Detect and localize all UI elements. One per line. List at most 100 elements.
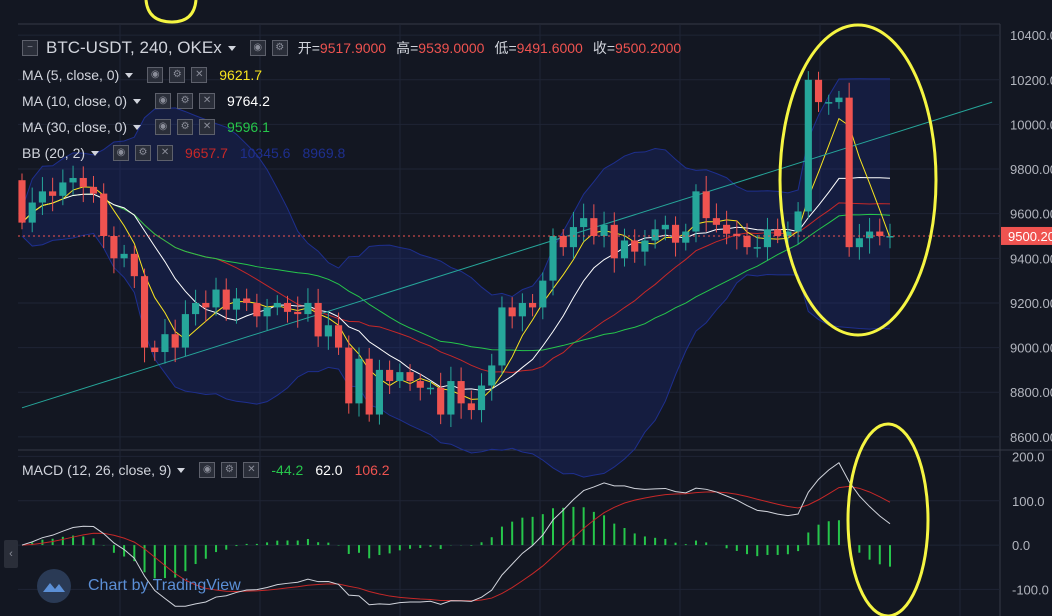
- candle-body: [437, 387, 445, 415]
- price-tick-label: 8600.00: [1010, 430, 1052, 445]
- candle-body: [845, 97, 853, 248]
- candle-body: [243, 298, 251, 303]
- candle-body: [416, 381, 424, 388]
- macd-line: [21, 462, 891, 607]
- bollinger-band-fill: [22, 78, 890, 478]
- candle-body: [28, 202, 36, 223]
- close-icon[interactable]: ✕: [191, 67, 208, 83]
- macd-tick-label: 100.0: [1012, 494, 1045, 509]
- candle-body: [876, 231, 884, 236]
- candle-body: [753, 247, 761, 249]
- scroll-left-icon[interactable]: ‹: [4, 540, 18, 568]
- candle-body: [488, 365, 496, 386]
- ohlc-open-key: 开: [297, 40, 312, 56]
- ma5-line: [21, 117, 891, 400]
- macd-legend[interactable]: MACD (12, 26, close, 9) ◉ ⚙ ✕ -44.2 62.0…: [22, 462, 390, 478]
- eye-icon[interactable]: ◉: [147, 67, 164, 83]
- candle-body: [763, 229, 772, 248]
- candle-body: [559, 236, 567, 248]
- ohlc-close-key: 收: [592, 40, 607, 56]
- price-tick-label: 9800.00: [1010, 162, 1052, 177]
- candle-body: [774, 229, 782, 236]
- collapse-icon[interactable]: −: [22, 40, 38, 56]
- close-icon[interactable]: ✕: [199, 119, 216, 135]
- current-price-label: 9500.20: [1008, 229, 1052, 244]
- chevron-down-icon[interactable]: [91, 150, 100, 156]
- ohlc-high-key: 高: [396, 40, 411, 56]
- candle-body: [855, 238, 863, 248]
- candle-body: [610, 224, 618, 259]
- chevron-down-icon[interactable]: [177, 467, 186, 473]
- candle-body: [171, 334, 179, 348]
- bb-basis-value: 9657.7: [185, 145, 228, 161]
- candle-body: [18, 180, 26, 223]
- gear-icon[interactable]: ⚙: [135, 145, 152, 161]
- candle-body: [569, 227, 578, 248]
- ma10-value: 9764.2: [227, 93, 270, 109]
- candle-body: [365, 358, 373, 415]
- close-icon[interactable]: ✕: [157, 145, 174, 161]
- candle-body: [529, 302, 537, 308]
- eye-icon[interactable]: ◉: [155, 119, 172, 135]
- tradingview-branding[interactable]: Chart by TradingView: [36, 568, 241, 604]
- chevron-down-icon[interactable]: [227, 45, 236, 51]
- macd-hist-value: -44.2: [271, 462, 304, 478]
- eye-icon[interactable]: ◉: [155, 93, 172, 109]
- gear-icon[interactable]: ⚙: [177, 119, 194, 135]
- bb-upper-value: 10345.6: [239, 145, 291, 161]
- price-tick-label: 9000.00: [1010, 341, 1052, 356]
- gear-icon[interactable]: ⚙: [271, 40, 288, 56]
- candle-body: [661, 224, 669, 230]
- candle-body: [733, 233, 741, 236]
- candle-body: [212, 289, 220, 308]
- chevron-down-icon[interactable]: [133, 124, 142, 130]
- candle-body: [539, 280, 547, 308]
- ma5-legend[interactable]: MA (5, close, 0) ◉ ⚙ ✕ 9621.7: [22, 67, 262, 83]
- ma30-legend[interactable]: MA (30, close, 0) ◉ ⚙ ✕ 9596.1: [22, 119, 270, 135]
- candle-body: [477, 385, 486, 411]
- candle-body: [682, 231, 690, 243]
- ma10-legend[interactable]: MA (10, close, 0) ◉ ⚙ ✕ 9764.2: [22, 93, 270, 109]
- candle-body: [835, 97, 843, 103]
- bollinger-lower-line: [21, 232, 891, 478]
- candle-body: [283, 302, 292, 312]
- ma5-label: MA (5, close, 0): [22, 67, 120, 83]
- candle-body: [447, 381, 455, 415]
- close-icon[interactable]: ✕: [243, 462, 260, 478]
- candle-body: [467, 403, 475, 411]
- candle-body: [386, 369, 394, 382]
- ohlc-low-key: 低: [494, 40, 509, 56]
- gear-icon[interactable]: ⚙: [221, 462, 238, 478]
- candle-body: [866, 231, 874, 239]
- eye-icon[interactable]: ◉: [199, 462, 216, 478]
- candle-body: [457, 381, 465, 404]
- bb-label: BB (20, 2): [22, 145, 86, 161]
- bb-lower-value: 8969.8: [302, 145, 346, 161]
- ohlc-low-value: 9491.6000: [516, 40, 583, 56]
- candle-body: [784, 231, 792, 236]
- candle-body: [140, 276, 149, 348]
- gear-icon[interactable]: ⚙: [177, 93, 194, 109]
- close-icon[interactable]: ✕: [199, 93, 216, 109]
- bb-legend[interactable]: BB (20, 2) ◉ ⚙ ✕ 9657.7 10345.6 8969.8: [22, 145, 345, 161]
- branding-text: Chart by TradingView: [88, 577, 241, 594]
- candle-body: [651, 229, 659, 241]
- chevron-down-icon[interactable]: [125, 72, 134, 78]
- ohlc-high-value: 9539.0000: [418, 40, 485, 56]
- chevron-down-icon[interactable]: [133, 98, 142, 104]
- candle-body: [59, 182, 67, 196]
- candle-body: [232, 298, 241, 310]
- symbol-title[interactable]: BTC-USDT, 240, OKEx: [46, 38, 222, 57]
- candle-body: [426, 387, 435, 390]
- candle-body: [151, 347, 159, 353]
- candle-body: [130, 253, 138, 277]
- candle-body: [120, 253, 128, 259]
- candle-body: [161, 334, 169, 353]
- eye-icon[interactable]: ◉: [249, 40, 266, 56]
- candle-body: [814, 79, 823, 103]
- eye-icon[interactable]: ◉: [113, 145, 130, 161]
- candle-body: [600, 224, 608, 236]
- gear-icon[interactable]: ⚙: [169, 67, 186, 83]
